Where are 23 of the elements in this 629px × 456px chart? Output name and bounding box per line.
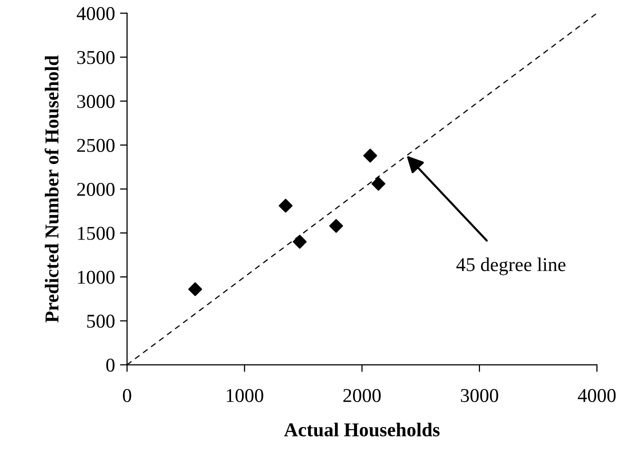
x-axis-title: Actual Households: [284, 422, 440, 436]
y-tick-label: 500: [87, 314, 115, 328]
y-axis-title: Predicted Number of Household: [44, 55, 59, 323]
y-tick-label: 1000: [78, 270, 115, 284]
point: [278, 198, 293, 213]
x-tick-label: 3000: [460, 388, 498, 402]
x-tick-label: 4000: [578, 388, 616, 402]
y-tick-label: 3500: [77, 50, 115, 64]
annotation: 45 degree line: [456, 258, 566, 276]
point: [329, 219, 344, 233]
y-tick-label: 2500: [77, 138, 115, 152]
y-tick-label: 4000: [76, 7, 115, 20]
y-tick-label: 2000: [77, 182, 115, 196]
y-tick-label: 0: [106, 358, 115, 372]
x-tick-label: 1000: [226, 388, 264, 402]
x-tick-label: 2000: [343, 388, 381, 402]
point: [372, 176, 386, 191]
point: [363, 148, 378, 163]
point: [188, 282, 202, 296]
x-tick-label: 0: [122, 388, 132, 402]
point: [292, 234, 307, 249]
y-tick-label: 3000: [77, 94, 115, 108]
y-tick-label: 1500: [78, 226, 115, 240]
